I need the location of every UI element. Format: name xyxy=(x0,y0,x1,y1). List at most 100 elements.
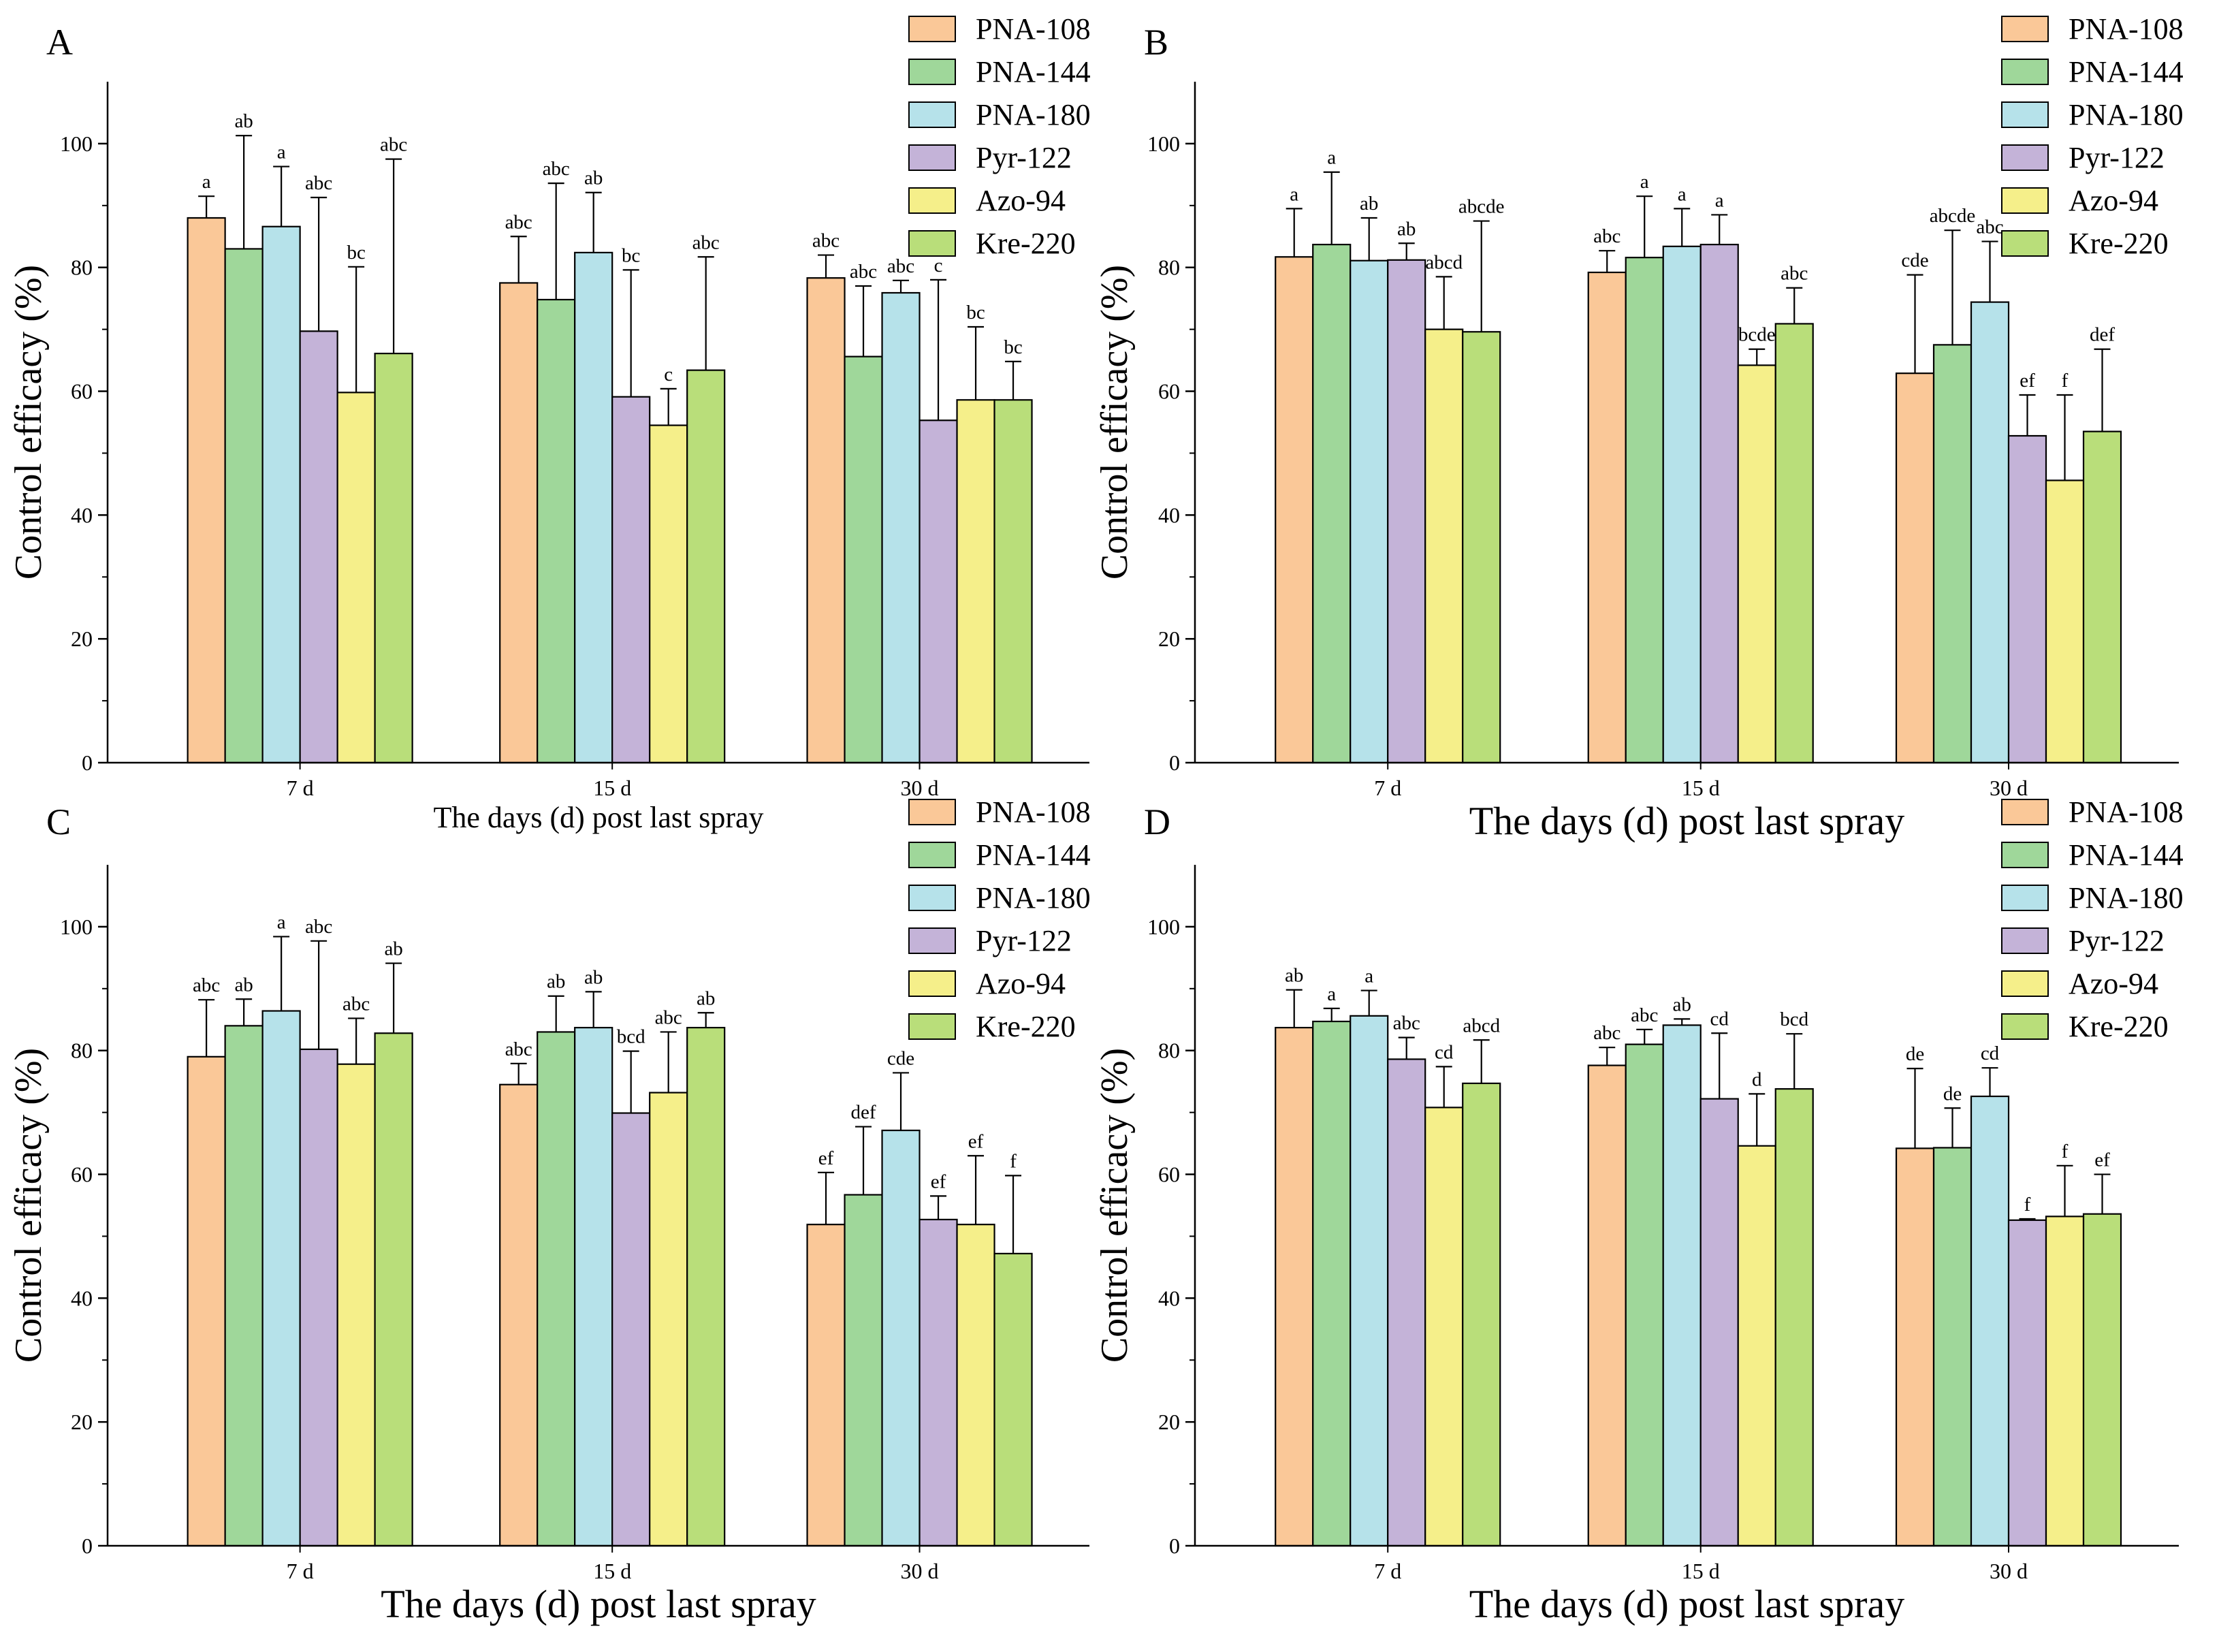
bar xyxy=(1424,1107,1464,1547)
legend: PNA-108 PNA-144 PNA-180 Pyr-122 Azo-94 Kre-22… xyxy=(908,12,1091,260)
y-tick-label: 0 xyxy=(1169,750,1180,775)
significance-label: abcde xyxy=(1930,205,1976,227)
bar xyxy=(1932,344,1973,764)
bar xyxy=(299,330,338,764)
significance-label: abc xyxy=(505,1038,532,1060)
legend: PNA-108 PNA-144 PNA-180 Pyr-122 Azo-94 Kre-22… xyxy=(908,795,1091,1043)
bar xyxy=(1625,1043,1664,1547)
bar xyxy=(1662,1024,1702,1547)
bar xyxy=(336,392,376,764)
bar xyxy=(2082,430,2122,764)
legend-label: PNA-144 xyxy=(2069,55,2184,89)
significance-label: abc xyxy=(305,172,332,194)
significance-label: a xyxy=(277,911,286,933)
bar xyxy=(919,1218,958,1547)
bar xyxy=(1424,328,1464,764)
significance-label: cde xyxy=(1901,250,1928,272)
bar xyxy=(499,282,539,764)
x-tick-label: 7 d xyxy=(1374,776,1401,800)
y-tick-label: 100 xyxy=(60,131,93,156)
bar xyxy=(1895,1147,1935,1547)
bar xyxy=(686,1026,726,1547)
significance-label: abc xyxy=(342,993,370,1015)
significance-label: ab xyxy=(584,168,603,189)
significance-label: a xyxy=(1640,171,1649,193)
significance-label: abc xyxy=(543,158,570,180)
significance-label: bc xyxy=(622,244,640,266)
bar xyxy=(1275,1026,1314,1547)
significance-label: f xyxy=(2062,1141,2069,1162)
legend-swatch xyxy=(2001,927,2049,954)
bar xyxy=(2007,434,2047,764)
significance-label: a xyxy=(1364,966,1373,987)
bar xyxy=(611,396,651,764)
bar xyxy=(844,355,883,764)
bar xyxy=(1932,1147,1973,1547)
legend-label: Azo-94 xyxy=(976,184,1066,217)
y-tick-label: 60 xyxy=(71,379,93,404)
x-tick-label: 30 d xyxy=(1990,1559,2028,1583)
bar xyxy=(1462,1082,1501,1547)
legend-label: PNA-180 xyxy=(976,98,1091,131)
legend: PNA-108 PNA-144 PNA-180 Pyr-122 Azo-94 Kre-22… xyxy=(2001,795,2184,1043)
x-tick-label: 30 d xyxy=(1990,776,2028,800)
significance-label: abc xyxy=(887,255,914,277)
legend-swatch xyxy=(2001,842,2049,868)
significance-label: def xyxy=(851,1102,876,1124)
legend-swatch xyxy=(908,842,956,868)
bar xyxy=(537,298,576,764)
bar xyxy=(1737,364,1776,764)
legend-swatch xyxy=(2001,799,2049,825)
x-tick-label: 15 d xyxy=(593,776,631,800)
significance-label: d xyxy=(1752,1068,1762,1090)
y-tick-label: 60 xyxy=(71,1162,93,1187)
y-tick-label: 0 xyxy=(1169,1534,1180,1558)
significance-label: abc xyxy=(692,232,720,253)
significance-label: ef xyxy=(968,1130,984,1152)
legend-label: Kre-220 xyxy=(2069,227,2169,260)
bar xyxy=(881,291,921,764)
significance-label: ab xyxy=(1360,193,1378,215)
significance-label: abc xyxy=(305,916,332,938)
significance-label: ef xyxy=(2094,1149,2110,1171)
legend-swatch xyxy=(2001,59,2049,85)
legend-label: PNA-108 xyxy=(976,12,1091,46)
significance-label: abcd xyxy=(1463,1015,1500,1036)
legend-label: PNA-144 xyxy=(976,838,1091,872)
significance-label: ab xyxy=(697,987,715,1009)
bar xyxy=(919,419,958,764)
significance-label: cd xyxy=(1710,1008,1729,1030)
significance-label: abc xyxy=(1393,1013,1420,1034)
y-tick-label: 20 xyxy=(71,1410,93,1434)
x-tick-label: 15 d xyxy=(593,1559,631,1583)
bar xyxy=(1662,245,1702,764)
bar xyxy=(1699,1098,1739,1547)
significance-label: abc xyxy=(505,211,532,233)
significance-label: bcd xyxy=(1780,1008,1808,1030)
significance-label: de xyxy=(1906,1043,1924,1065)
significance-label: ab xyxy=(234,974,253,996)
significance-label: bc xyxy=(1004,336,1022,358)
legend-label: Pyr-122 xyxy=(2069,924,2165,957)
significance-label: ab xyxy=(1397,218,1416,240)
legend-label: PNA-180 xyxy=(2069,881,2184,915)
bar xyxy=(1970,301,2010,764)
legend-swatch xyxy=(908,970,956,997)
significance-label: abc xyxy=(193,974,220,996)
bar xyxy=(956,399,995,764)
significance-label: bcd xyxy=(617,1026,645,1048)
bar xyxy=(1312,243,1352,764)
x-axis-label: The days (d) post last spray xyxy=(1469,1582,1904,1626)
legend-swatch xyxy=(2001,230,2049,257)
y-tick-label: 80 xyxy=(1158,255,1180,280)
y-tick-label: 40 xyxy=(71,1286,93,1310)
significance-label: abcd xyxy=(1425,251,1463,273)
bar xyxy=(956,1224,995,1547)
significance-label: abc xyxy=(380,134,407,156)
x-tick-label: 30 d xyxy=(901,776,939,800)
legend: PNA-108 PNA-144 PNA-180 Pyr-122 Azo-94 Kre-22… xyxy=(2001,12,2184,260)
